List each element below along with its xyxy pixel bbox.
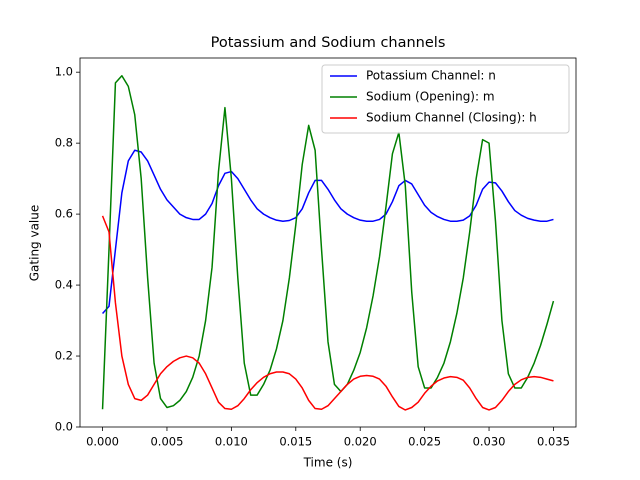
y-tick-label: 1.0 bbox=[55, 65, 73, 79]
series-line bbox=[101, 215, 554, 411]
series-line bbox=[101, 74, 555, 410]
y-tick-label: 0.2 bbox=[55, 349, 73, 363]
series-line bbox=[101, 149, 554, 314]
legend-label: Potassium Channel: n bbox=[366, 69, 496, 83]
y-tick-label: 0.0 bbox=[55, 420, 73, 434]
legend-label: Sodium Channel (Closing): h bbox=[366, 111, 537, 125]
x-axis-label: Time (s) bbox=[303, 456, 353, 470]
y-tick-label: 0.6 bbox=[55, 207, 73, 221]
x-tick-label: 0.035 bbox=[537, 435, 570, 449]
x-tick-label: 0.010 bbox=[215, 435, 248, 449]
y-tick-label: 0.4 bbox=[55, 278, 73, 292]
y-tick-label: 0.8 bbox=[55, 136, 73, 150]
x-tick-label: 0.015 bbox=[279, 435, 312, 449]
chart-title: Potassium and Sodium channels bbox=[211, 35, 446, 51]
x-tick-label: 0.030 bbox=[473, 435, 506, 449]
legend-box bbox=[321, 64, 570, 134]
x-tick-label: 0.020 bbox=[344, 435, 377, 449]
legend-label: Sodium (Opening): m bbox=[366, 90, 495, 104]
x-tick-label: 0.005 bbox=[150, 435, 183, 449]
y-axis-label: Gating value bbox=[28, 205, 42, 282]
axes-frame bbox=[79, 57, 577, 428]
x-tick-label: 0.025 bbox=[408, 435, 441, 449]
x-tick-label: 0.000 bbox=[86, 435, 119, 449]
